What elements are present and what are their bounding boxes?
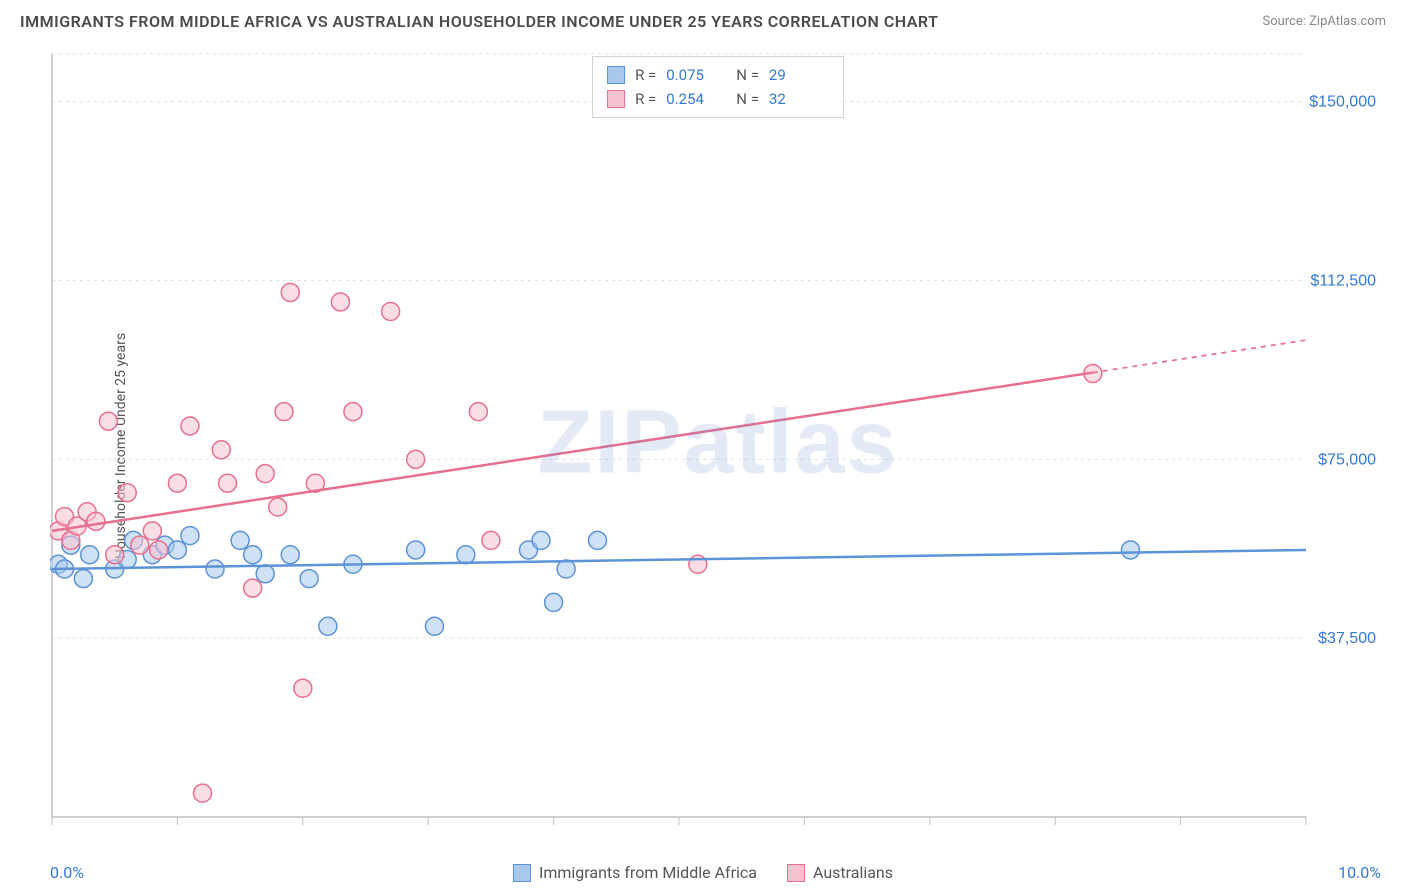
r-label: R = [635,63,656,87]
legend-swatch [607,66,625,84]
data-point [281,283,299,301]
r-label: R = [635,87,656,111]
data-point [269,498,287,516]
series-legend: Immigrants from Middle Africa Australians [513,863,893,882]
legend-label: Immigrants from Middle Africa [539,863,757,882]
chart-title: IMMIGRANTS FROM MIDDLE AFRICA VS AUSTRAL… [20,12,938,31]
data-point [219,474,237,492]
scatter-plot: $37,500 $75,000 $112,500 $150,000 [50,48,1386,837]
legend-swatch [513,864,531,882]
source-label: Source: ZipAtlas.com [1262,14,1386,29]
data-point [482,531,500,549]
data-point [256,465,274,483]
data-point [469,403,487,421]
trend-line-dashed [1093,340,1306,372]
data-point [74,570,92,588]
data-point [181,417,199,435]
svg-text:$37,500: $37,500 [1318,630,1376,647]
data-point [557,560,575,578]
n-value: 29 [769,63,829,87]
data-point [344,403,362,421]
data-point [407,450,425,468]
data-point [256,565,274,583]
data-point [275,403,293,421]
data-point [407,541,425,559]
data-point [532,531,550,549]
svg-text:$112,500: $112,500 [1310,273,1376,290]
svg-text:$150,000: $150,000 [1309,94,1376,111]
r-value: 0.075 [666,63,726,87]
data-point [150,541,168,559]
n-value: 32 [769,87,829,111]
data-point [231,531,249,549]
data-point [382,303,400,321]
data-point [1121,541,1139,559]
data-point [331,293,349,311]
n-label: N = [736,87,759,111]
x-axis-min-label: 0.0% [50,863,84,882]
data-point [106,546,124,564]
legend-item: Australians [787,863,893,882]
data-point [87,512,105,530]
data-point [143,522,161,540]
data-point [131,536,149,554]
legend-row: R = 0.254 N = 32 [607,87,829,111]
data-point [244,579,262,597]
data-point [168,541,186,559]
data-point [206,560,224,578]
data-point [212,441,230,459]
data-point [193,784,211,802]
data-point [457,546,475,564]
data-point [294,679,312,697]
data-point [300,570,318,588]
data-point [425,617,443,635]
n-label: N = [736,63,759,87]
data-point [545,593,563,611]
r-value: 0.254 [666,87,726,111]
data-point [118,484,136,502]
legend-item: Immigrants from Middle Africa [513,863,757,882]
data-point [281,546,299,564]
correlation-legend: R = 0.075 N = 29 R = 0.254 N = 32 [592,56,844,118]
data-point [99,412,117,430]
legend-swatch [607,90,625,108]
data-point [81,546,99,564]
data-point [244,546,262,564]
trend-line [52,550,1306,569]
data-point [319,617,337,635]
x-axis-max-label: 10.0% [1338,863,1381,882]
trend-line [52,373,1093,531]
data-point [168,474,186,492]
legend-row: R = 0.075 N = 29 [607,63,829,87]
chart-area: $37,500$75,000$112,500$150,000 ZIPatlas … [50,48,1386,837]
data-point [181,527,199,545]
legend-swatch [787,864,805,882]
legend-label: Australians [813,863,893,882]
svg-text:$75,000: $75,000 [1318,451,1376,468]
data-point [588,531,606,549]
